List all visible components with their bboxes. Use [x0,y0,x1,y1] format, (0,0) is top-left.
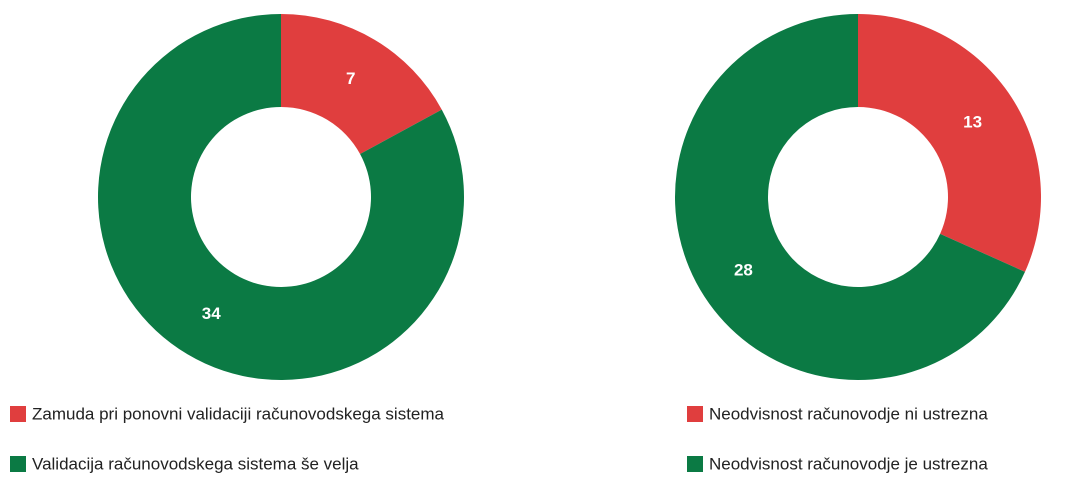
legend-swatch [687,406,703,422]
data-label: 28 [734,261,753,280]
donut-slice [281,14,442,155]
data-label: 13 [963,112,982,131]
donut-slice [675,14,1025,380]
data-label: 7 [346,69,355,88]
donut-slice [98,14,464,380]
data-label: 34 [202,304,221,323]
legend-swatch [10,406,26,422]
legend-label: Validacija računovodskega sistema še vel… [32,454,359,473]
donut-slice [858,14,1041,272]
legend-label: Neodvisnost računovodje ni ustrezna [709,404,988,423]
legend-swatch [10,456,26,472]
legend-label: Zamuda pri ponovni validaciji računovods… [32,404,445,423]
legend-label: Neodvisnost računovodje je ustrezna [709,454,988,473]
legend-swatch [687,456,703,472]
